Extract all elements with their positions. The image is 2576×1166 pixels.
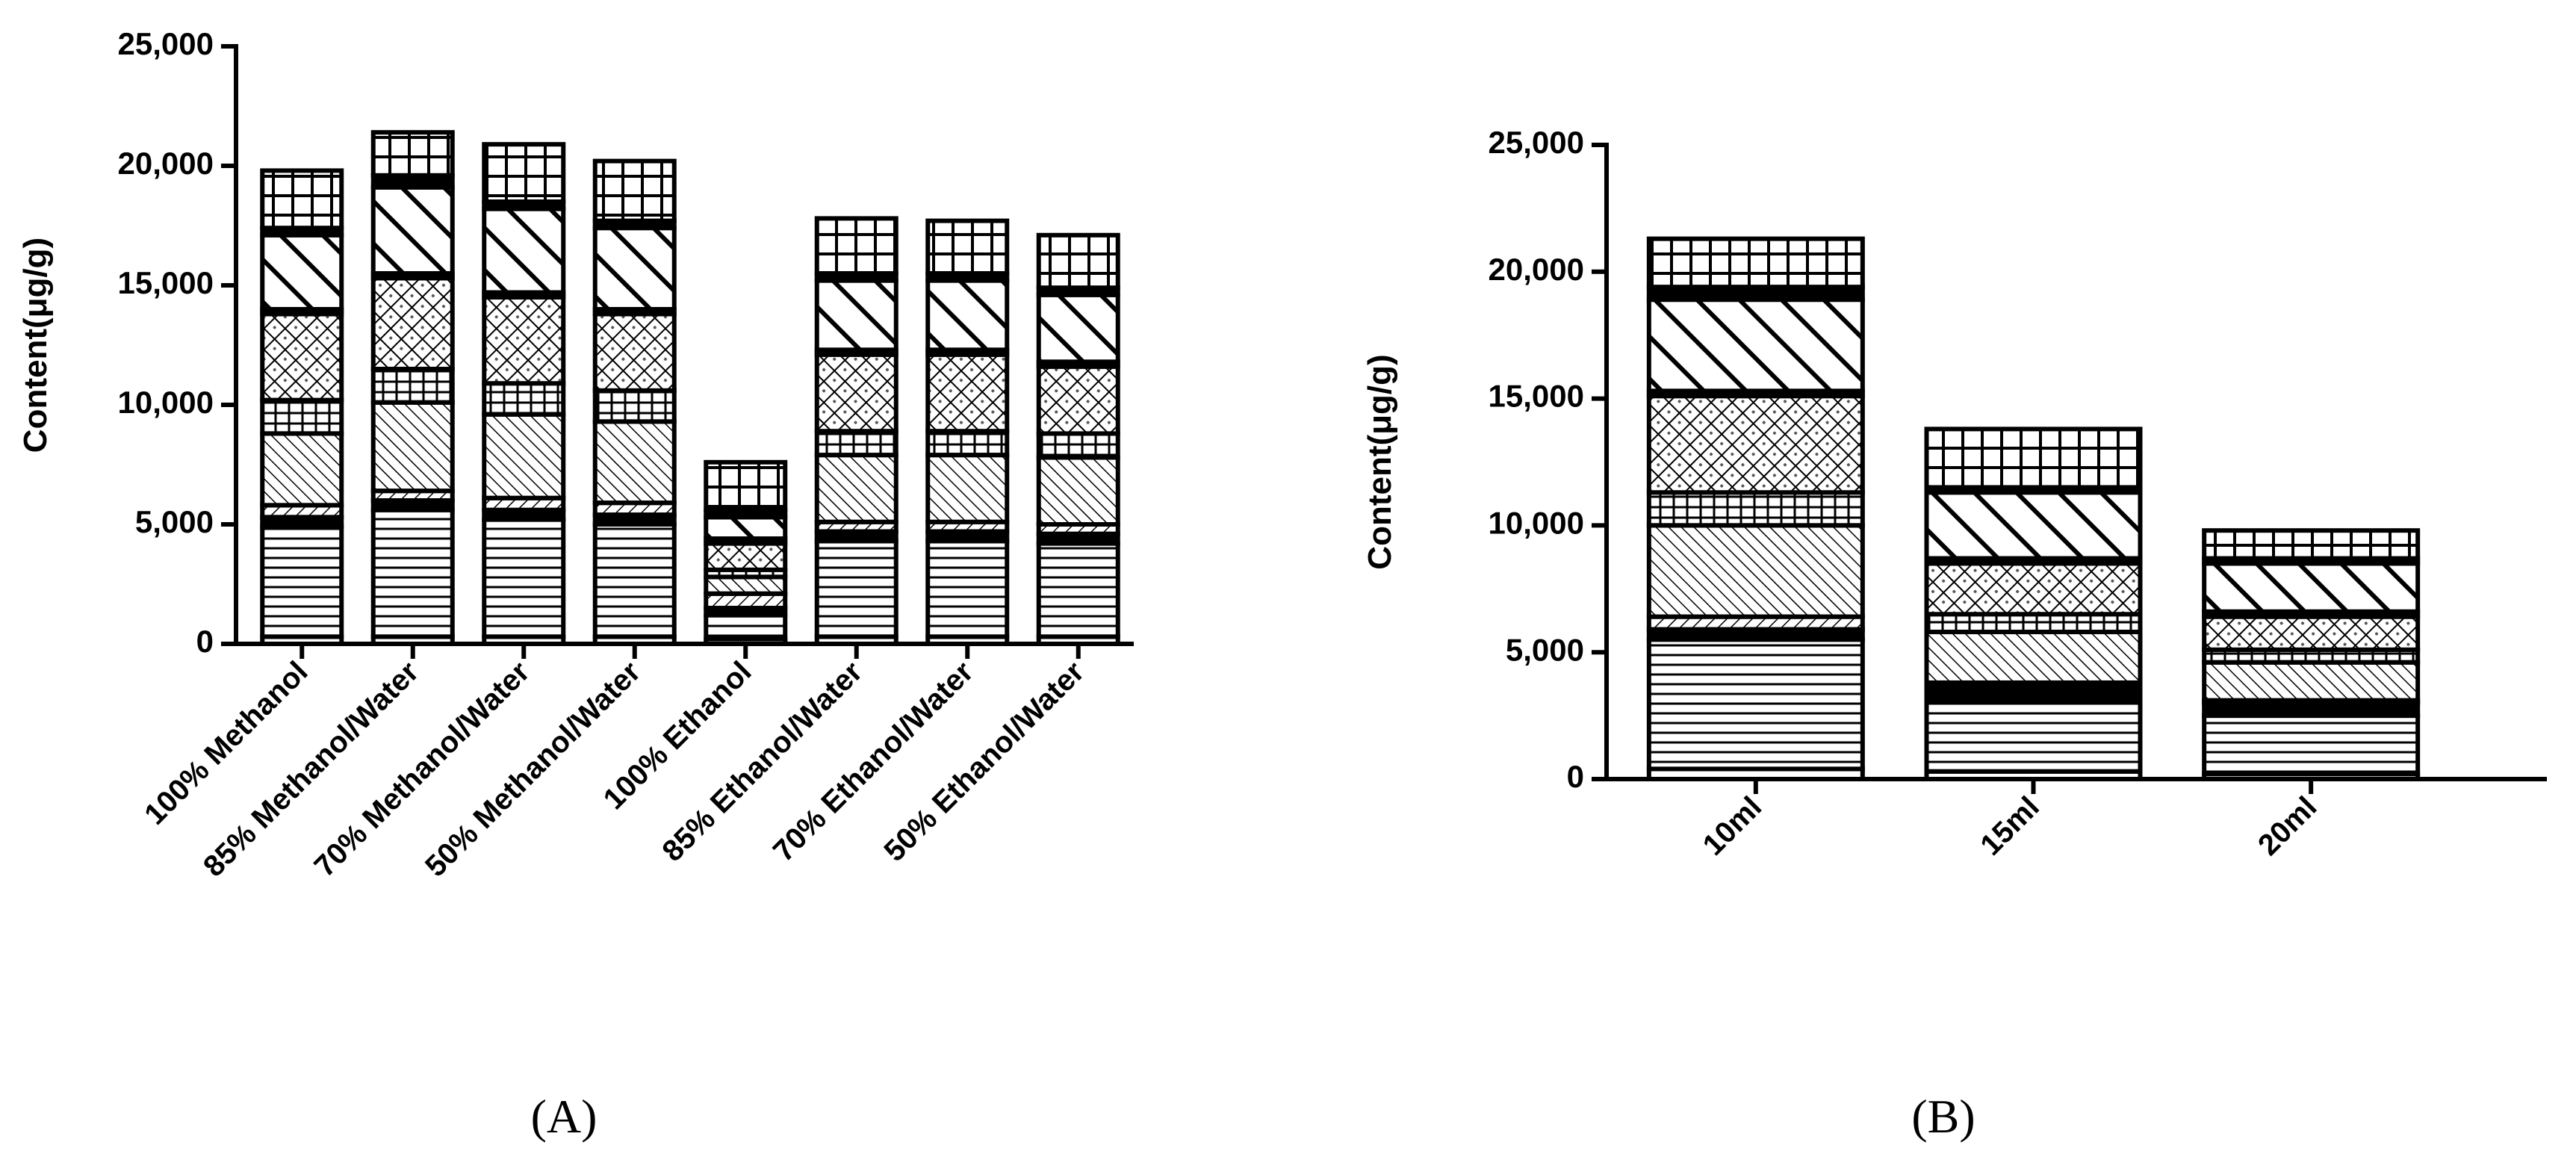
bar-segment <box>260 168 344 231</box>
y-tick-label: 15,000 <box>118 265 214 300</box>
bar-segment <box>704 515 788 542</box>
bar-segment <box>592 419 677 506</box>
bar-segment <box>1036 431 1120 460</box>
bar-segment <box>592 311 677 393</box>
bar-segment <box>814 352 899 434</box>
bar-segment <box>260 232 344 311</box>
bar-segment <box>370 400 455 494</box>
bar-segment <box>704 613 788 642</box>
bar-segment <box>482 142 566 204</box>
y-tick-label: 10,000 <box>118 385 214 420</box>
y-tick-label: 25,000 <box>1489 125 1584 160</box>
bar-segment <box>1036 364 1120 436</box>
panel-label: (A) <box>531 1090 598 1143</box>
bar-segment <box>1924 490 2143 561</box>
bar-segment <box>2202 713 2421 777</box>
bar-segment <box>1924 612 2143 635</box>
bar-segment <box>482 295 566 386</box>
x-tick-label: 85% Ethanol/Water <box>656 655 869 868</box>
bar-segment <box>1924 630 2143 685</box>
y-axis-label: Content(μg/g) <box>1362 354 1398 569</box>
bar-segment <box>1646 297 1865 394</box>
bar-segment <box>482 381 566 417</box>
bar-segment <box>704 541 788 572</box>
y-tick-label: 0 <box>196 624 214 659</box>
bar-segment <box>925 539 1010 639</box>
panel-label: (B) <box>1911 1090 1975 1143</box>
x-tick-label: 85% Methanol/Water <box>197 655 425 883</box>
bar-segment <box>1924 561 2143 617</box>
bar-segment <box>482 517 566 639</box>
bar-segment <box>1036 292 1120 365</box>
bar-segment <box>814 539 899 639</box>
y-tick-label: 25,000 <box>118 26 214 61</box>
bar-segment <box>1036 541 1120 639</box>
bar-segment <box>260 431 344 508</box>
bar-segment <box>1646 236 1865 290</box>
bar-segment <box>1036 232 1120 291</box>
bar-segment <box>482 206 566 295</box>
bar-segment <box>814 278 899 353</box>
x-tick-label: 10ml <box>1697 790 1769 862</box>
x-tick-label: 50% Methanol/Water <box>419 655 647 883</box>
bar-segment <box>260 397 344 436</box>
bar-segment <box>370 276 455 371</box>
bar-segment <box>925 453 1010 524</box>
bar-segment <box>592 158 677 223</box>
bar-segment <box>1924 683 2143 703</box>
bar-segment <box>814 216 899 276</box>
bar-segment <box>260 524 344 639</box>
bar-segment <box>260 311 344 403</box>
y-tick-label: 5,000 <box>135 504 214 539</box>
bar-segment <box>704 459 788 512</box>
bar-segment <box>2202 528 2421 561</box>
bar-segment <box>1646 490 1865 528</box>
y-axis-label: Content(μg/g) <box>17 238 54 453</box>
bar-segment <box>1646 523 1865 619</box>
bar-segment <box>370 130 455 178</box>
bar-segment <box>370 184 455 276</box>
y-tick-label: 5,000 <box>1506 632 1584 667</box>
bar-segment <box>2202 614 2421 652</box>
y-tick-label: 10,000 <box>1489 505 1584 540</box>
bar-segment <box>814 453 899 524</box>
bar-segment <box>1924 698 2143 774</box>
bar-segment <box>592 388 677 424</box>
bar-segment <box>370 507 455 639</box>
bar-segment <box>1646 394 1865 495</box>
x-tick-label: 70% Methanol/Water <box>308 655 536 883</box>
y-tick-label: 20,000 <box>1489 252 1584 287</box>
bar-segment <box>925 352 1010 434</box>
bar-segment <box>2202 660 2421 703</box>
bar-segment <box>482 412 566 500</box>
x-tick-label: 15ml <box>1974 790 2046 862</box>
bar-segment <box>370 367 455 405</box>
x-tick-label: 50% Ethanol/Water <box>878 655 1090 868</box>
bar-segment <box>2202 561 2421 614</box>
bar-segment <box>1924 427 2143 490</box>
y-tick-label: 20,000 <box>118 146 214 181</box>
bar-segment <box>925 218 1010 276</box>
bar-segment <box>592 522 677 639</box>
bar-segment <box>1036 455 1120 527</box>
bar-segment <box>925 278 1010 353</box>
bar-segment <box>592 226 677 312</box>
bar-segment <box>925 429 1010 458</box>
x-tick-label: 70% Ethanol/Water <box>767 655 980 868</box>
y-tick-label: 15,000 <box>1489 379 1584 414</box>
y-tick-label: 0 <box>1567 759 1584 794</box>
x-tick-label: 20ml <box>2252 790 2324 862</box>
bar-segment <box>814 429 899 458</box>
bar-segment <box>1646 637 1865 772</box>
bar-segment <box>704 574 788 596</box>
